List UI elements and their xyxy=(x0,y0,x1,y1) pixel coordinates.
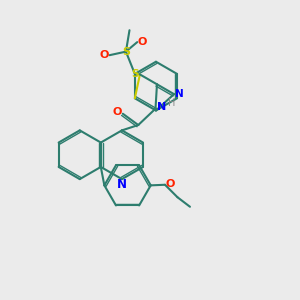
Text: O: O xyxy=(138,37,147,47)
Text: S: S xyxy=(131,69,138,80)
Text: N: N xyxy=(175,89,184,99)
Text: O: O xyxy=(100,50,109,60)
Text: S: S xyxy=(122,46,130,57)
Text: O: O xyxy=(165,179,175,189)
Text: N: N xyxy=(117,178,127,191)
Text: N: N xyxy=(158,102,167,112)
Text: O: O xyxy=(113,107,122,117)
Text: H: H xyxy=(168,98,175,108)
